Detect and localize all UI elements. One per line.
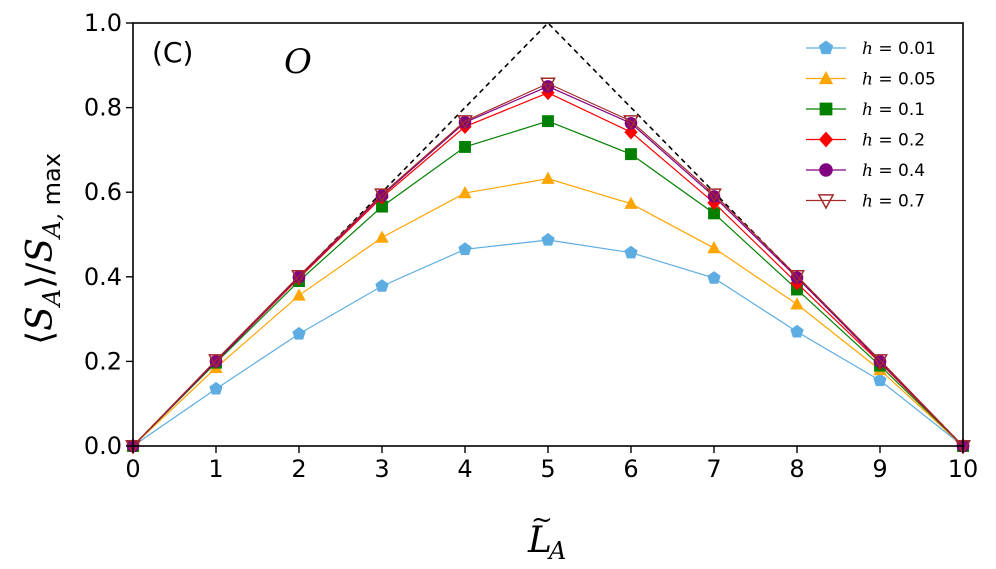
legend-label: h = 0.2 (862, 131, 925, 151)
data-point (707, 241, 721, 254)
data-point (790, 271, 804, 284)
svg-text:~: ~ (531, 505, 553, 535)
ticks-layer: 0 1 2 3 4 5 6 7 8 9 10 0.0 0.2 0.4 0.6 0.8 1.0 (84, 9, 978, 483)
legend-marker (818, 40, 834, 55)
x-tick-label: 4 (457, 455, 472, 483)
series-line (132, 92, 964, 447)
data-point (208, 354, 224, 369)
data-point (541, 171, 555, 184)
data-point (790, 297, 804, 310)
x-tick-label: 2 (291, 455, 306, 483)
data-point (623, 115, 639, 130)
legend: h = 0.01 h = 0.05 h = 0.1 h = 0.2 h = 0.4 h =… (806, 39, 936, 212)
data-point (624, 196, 638, 209)
data-point (624, 245, 638, 259)
data-point (458, 242, 472, 255)
y-tick-label: 0.2 (84, 347, 122, 375)
data-point (375, 189, 389, 202)
svg-text:⟨SA⟩/SA, max: ⟨SA⟩/SA, max (20, 153, 66, 345)
series-0-05 (126, 171, 970, 452)
data-point (706, 188, 722, 203)
series-0-2 (126, 85, 970, 454)
x-tick-label: 8 (789, 455, 804, 483)
data-point (707, 190, 721, 203)
series-layer (125, 77, 971, 455)
data-point (873, 373, 887, 387)
legend-item: h = 0.2 (806, 131, 925, 151)
legend-item: h = 0.4 (806, 161, 925, 181)
series-line (132, 239, 964, 447)
data-point (708, 207, 720, 220)
legend-label: h = 0.1 (862, 100, 925, 120)
legend-marker (817, 194, 835, 210)
data-point (541, 85, 555, 101)
data-point (292, 326, 306, 340)
x-axis-label: L ~ A (527, 505, 566, 565)
series-0-1 (127, 115, 969, 452)
series-0-01 (126, 232, 970, 452)
series-line (132, 82, 964, 447)
data-point (458, 186, 472, 199)
data-point (375, 230, 389, 243)
legend-item: h = 0.1 (806, 100, 925, 120)
data-point (459, 140, 471, 153)
data-point (209, 381, 223, 395)
legend-item: h = 0.05 (806, 70, 936, 90)
data-point (292, 288, 306, 301)
legend-item: h = 0.01 (806, 39, 936, 59)
x-tick-label: 1 (208, 455, 223, 483)
legend-marker (818, 71, 834, 85)
data-point (457, 115, 473, 130)
panel-symbol: O (284, 42, 312, 82)
series-line (132, 85, 964, 447)
series-0-7 (125, 77, 971, 455)
panel-label: (C) (152, 36, 193, 69)
legend-label: h = 0.4 (862, 161, 925, 181)
y-tick-label: 1.0 (84, 9, 122, 37)
svg-text:A: A (547, 537, 566, 565)
data-point (789, 269, 805, 285)
legend-label: h = 0.01 (862, 39, 936, 59)
data-point (540, 77, 556, 93)
data-point (872, 354, 888, 369)
data-point (625, 148, 637, 161)
data-point (209, 355, 223, 368)
data-point (873, 355, 887, 368)
legend-marker (818, 131, 834, 148)
y-tick-label: 0.6 (84, 178, 122, 206)
series-0-4 (126, 80, 970, 453)
x-tick-label: 9 (872, 455, 887, 483)
y-axis-label: ⟨SA⟩/SA, max (20, 153, 66, 345)
data-point (707, 271, 721, 284)
data-point (376, 200, 388, 213)
y-tick-label: 0.4 (84, 263, 122, 291)
x-tick-label: 7 (706, 455, 721, 483)
y-tick-label: 0.0 (84, 432, 122, 460)
x-tick-label: 10 (948, 455, 979, 483)
data-point (790, 324, 804, 338)
x-tick-label: 3 (374, 455, 389, 483)
data-point (374, 188, 390, 203)
series-line (132, 178, 964, 447)
data-point (542, 115, 554, 128)
x-tick-label: 5 (540, 455, 555, 483)
legend-label: h = 0.7 (862, 192, 925, 212)
legend-item: h = 0.7 (806, 192, 925, 212)
data-point (291, 269, 307, 285)
x-tick-label: 0 (125, 455, 140, 483)
data-point (541, 232, 555, 246)
data-point (375, 279, 389, 292)
svg-text:L: L (527, 520, 552, 561)
y-tick-label: 0.8 (84, 94, 122, 122)
x-tick-label: 6 (623, 455, 638, 483)
legend-marker (819, 163, 833, 177)
legend-label: h = 0.05 (862, 70, 936, 90)
legend-marker (819, 102, 833, 116)
